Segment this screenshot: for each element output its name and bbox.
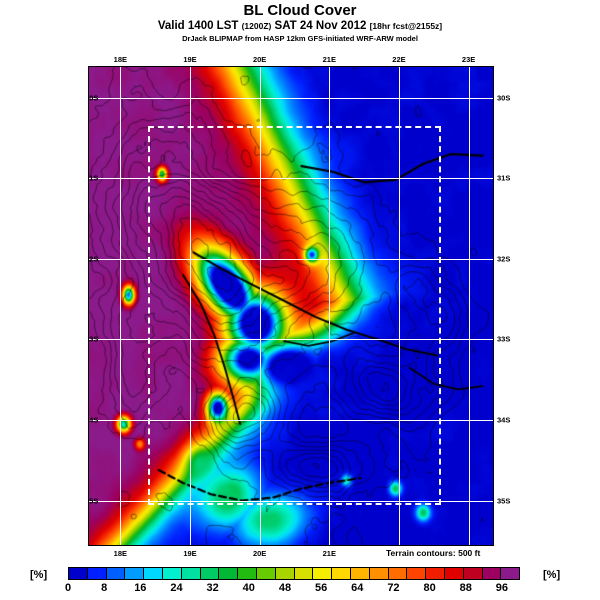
colorbar-swatch-9 bbox=[238, 568, 257, 579]
colorbar-tick-16: 16 bbox=[134, 582, 147, 594]
colorbar-tick-8: 8 bbox=[101, 582, 108, 594]
colorbar-swatch-18 bbox=[407, 568, 427, 579]
subtitle-valid-time: Valid 1400 LST bbox=[157, 20, 242, 32]
colorbar-swatch-19 bbox=[426, 568, 445, 579]
colorbar-swatch-23 bbox=[501, 568, 520, 579]
colorbar-tick-64: 64 bbox=[351, 582, 364, 594]
axis-tick-top-19E: 19E bbox=[183, 55, 197, 64]
colorbar-swatch-6 bbox=[181, 568, 201, 579]
colorbar-swatch-16 bbox=[369, 568, 389, 579]
colorbar-swatch-22 bbox=[482, 568, 502, 579]
colorbar-swatch-11 bbox=[275, 568, 295, 579]
axis-tick-left-35S: 35S bbox=[89, 496, 99, 506]
colorbar-swatch-13 bbox=[313, 568, 333, 579]
colorbar-tick-48: 48 bbox=[278, 582, 292, 594]
colorbar-swatch-2 bbox=[106, 568, 126, 579]
colorbar-tick-72: 72 bbox=[387, 582, 400, 594]
colorbar-swatch-17 bbox=[388, 568, 408, 579]
axis-tick-top-21E: 21E bbox=[322, 55, 336, 64]
axis-tick-bottom-19E: 19E bbox=[183, 549, 197, 558]
colorbar-swatch-7 bbox=[200, 568, 220, 579]
axis-tick-left-33S: 33S bbox=[89, 334, 99, 344]
colorbar-swatch-0 bbox=[69, 568, 88, 579]
colorbar-swatch-8 bbox=[219, 568, 239, 579]
axis-tick-left-34S: 34S bbox=[89, 415, 99, 425]
axis-tick-bottom-20E: 20E bbox=[252, 549, 267, 558]
axis-tick-right-34S: 34S bbox=[497, 415, 511, 425]
axis-tick-top-18E: 18E bbox=[113, 55, 128, 64]
colorbar-swatch-1 bbox=[87, 568, 107, 579]
axis-tick-top-23E: 23E bbox=[461, 55, 476, 64]
axis-tick-right-30S: 30S bbox=[497, 93, 511, 103]
colorbar-tick-56: 56 bbox=[314, 582, 328, 594]
colorbar-swatch-5 bbox=[162, 568, 182, 579]
colorbar-tick-88: 88 bbox=[459, 582, 472, 594]
colorbar-tick-0: 0 bbox=[64, 582, 72, 594]
colorbar-unit-left: [%] bbox=[30, 569, 48, 581]
colorbar-tick-40: 40 bbox=[242, 582, 255, 594]
colorbar-swatch-21 bbox=[463, 568, 483, 579]
axis-tick-left-31S: 31S bbox=[89, 173, 99, 183]
axis-tick-top-22E: 22E bbox=[392, 55, 406, 64]
subtitle-date: SAT 24 Nov 2012 bbox=[271, 20, 370, 32]
axis-tick-right-35S: 35S bbox=[497, 496, 511, 506]
map-plot-area: 30S 31S 32S 33S 34S 35S bbox=[88, 66, 494, 546]
colorbar bbox=[68, 567, 520, 580]
colorbar-swatch-15 bbox=[350, 568, 370, 579]
colorbar-swatch-4 bbox=[144, 568, 163, 579]
colorbar-tick-96: 96 bbox=[495, 582, 509, 594]
axis-tick-right-32S: 32S bbox=[497, 254, 511, 264]
chart-source-line: DrJack BLIPMAP from HASP 12km GFS-initia… bbox=[182, 34, 418, 43]
axis-tick-left-32S: 32S bbox=[89, 254, 99, 264]
axis-tick-right-33S: 33S bbox=[497, 334, 511, 344]
colorbar-swatch-12 bbox=[294, 568, 314, 579]
colorbar-swatch-3 bbox=[125, 568, 145, 579]
colorbar-tick-32: 32 bbox=[206, 582, 219, 594]
page-title: BL Cloud Cover bbox=[243, 2, 357, 19]
axis-tick-bottom-18E: 18E bbox=[113, 549, 128, 558]
cloud-cover-field bbox=[89, 67, 493, 545]
axis-tick-right-31S: 31S bbox=[497, 173, 511, 183]
colorbar-swatch-20 bbox=[444, 568, 464, 579]
colorbar-unit-right: [%] bbox=[543, 569, 561, 581]
colorbar-tick-24: 24 bbox=[170, 582, 183, 594]
axis-tick-left-30S: 30S bbox=[89, 93, 99, 103]
colorbar-swatch-14 bbox=[332, 568, 351, 579]
colorbar-tick-80: 80 bbox=[423, 582, 436, 594]
subtitle-fcst-hour: [18hr fcst@2155z] bbox=[369, 21, 443, 31]
colorbar-swatch-10 bbox=[256, 568, 276, 579]
axis-tick-top-20E: 20E bbox=[252, 55, 267, 64]
axis-tick-bottom-21E: 21E bbox=[322, 549, 336, 558]
terrain-contour-note: Terrain contours: 500 ft bbox=[386, 548, 481, 558]
subtitle-utc-time: (1200Z) bbox=[241, 21, 272, 31]
colorbar-container: 0 8 16 24 32 40 48 56 64 72 80 88 96 bbox=[65, 567, 520, 594]
chart-title-block: BL Cloud Cover Valid 1400 LST (1200Z) SA… bbox=[0, 2, 600, 44]
chart-subtitle: Valid 1400 LST (1200Z) SAT 24 Nov 2012 [… bbox=[0, 19, 600, 33]
